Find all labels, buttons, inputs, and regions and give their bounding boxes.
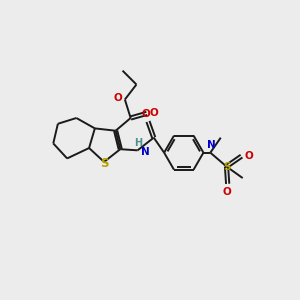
Text: O: O <box>222 187 231 196</box>
Text: O: O <box>142 109 151 119</box>
Text: N: N <box>141 147 149 157</box>
Text: N: N <box>207 140 216 150</box>
Text: H: H <box>134 138 142 148</box>
Text: S: S <box>100 157 108 169</box>
Text: S: S <box>223 161 230 172</box>
Text: O: O <box>150 108 158 118</box>
Text: O: O <box>113 93 122 103</box>
Text: O: O <box>244 151 253 161</box>
